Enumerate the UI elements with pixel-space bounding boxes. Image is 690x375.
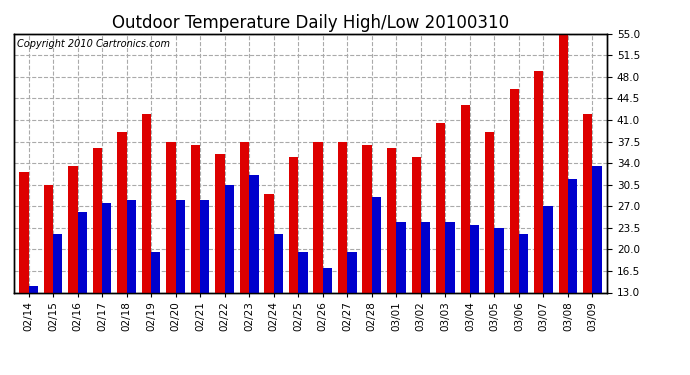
Bar [372, 197, 381, 373]
Bar [240, 142, 249, 373]
Bar [519, 234, 529, 373]
Bar [215, 154, 225, 373]
Title: Outdoor Temperature Daily High/Low 20100310: Outdoor Temperature Daily High/Low 20100… [112, 14, 509, 32]
Bar [362, 145, 372, 373]
Bar [485, 132, 495, 373]
Bar [559, 28, 568, 373]
Bar [396, 222, 406, 373]
Bar [313, 142, 323, 373]
Bar [460, 105, 470, 373]
Bar [126, 200, 136, 373]
Bar [583, 114, 593, 373]
Bar [510, 89, 519, 373]
Bar [289, 157, 298, 373]
Bar [593, 166, 602, 373]
Bar [142, 114, 151, 373]
Bar [347, 252, 357, 373]
Bar [151, 252, 161, 373]
Bar [53, 234, 62, 373]
Bar [191, 145, 200, 373]
Bar [77, 212, 87, 373]
Bar [338, 142, 347, 373]
Bar [102, 203, 111, 373]
Bar [43, 185, 53, 373]
Bar [68, 166, 77, 373]
Bar [19, 172, 28, 373]
Bar [534, 71, 544, 373]
Bar [249, 176, 259, 373]
Bar [568, 178, 578, 373]
Bar [323, 268, 332, 373]
Bar [200, 200, 210, 373]
Bar [166, 142, 176, 373]
Bar [411, 157, 421, 373]
Text: Copyright 2010 Cartronics.com: Copyright 2010 Cartronics.com [17, 39, 170, 49]
Bar [470, 225, 479, 373]
Bar [298, 252, 308, 373]
Bar [436, 123, 445, 373]
Bar [421, 222, 430, 373]
Bar [445, 222, 455, 373]
Bar [176, 200, 185, 373]
Bar [274, 234, 283, 373]
Bar [28, 286, 38, 373]
Bar [264, 194, 274, 373]
Bar [544, 206, 553, 373]
Bar [92, 148, 102, 373]
Bar [387, 148, 396, 373]
Bar [495, 228, 504, 373]
Bar [225, 185, 234, 373]
Bar [117, 132, 126, 373]
